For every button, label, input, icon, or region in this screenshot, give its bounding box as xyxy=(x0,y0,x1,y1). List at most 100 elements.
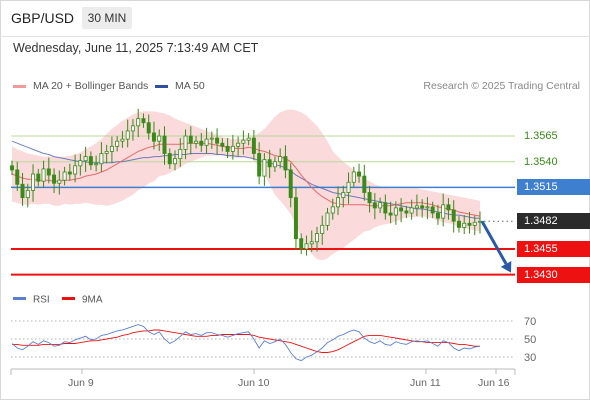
candle-body xyxy=(362,175,367,193)
candle-body xyxy=(41,168,46,182)
candle xyxy=(257,142,262,185)
candle-body xyxy=(357,171,362,177)
candle xyxy=(178,138,183,167)
projection-layer xyxy=(480,220,515,273)
rsi-legend-rsi: RSI xyxy=(13,295,50,306)
candle-body xyxy=(288,169,293,199)
candle-body xyxy=(425,206,430,209)
candle-body xyxy=(330,206,335,214)
candle-body xyxy=(52,174,57,184)
candle xyxy=(183,129,188,160)
candle-body xyxy=(372,202,377,209)
candle xyxy=(57,170,62,195)
rsi-tick-50: 50 xyxy=(524,334,536,346)
candle-body xyxy=(325,212,330,226)
candle-body xyxy=(141,118,146,124)
candle xyxy=(15,161,20,191)
candle-body xyxy=(393,207,398,216)
x-label-jun11: Jun 11 xyxy=(410,377,441,389)
candle xyxy=(146,114,151,140)
candle xyxy=(441,193,446,227)
candle-body xyxy=(341,192,346,199)
candle-body xyxy=(67,171,72,175)
candle-body xyxy=(31,173,36,191)
candle-body xyxy=(293,197,298,240)
candle xyxy=(430,201,435,219)
candle xyxy=(67,163,72,181)
candle xyxy=(136,108,141,138)
candle xyxy=(472,215,477,236)
candle-body xyxy=(272,161,277,168)
candle xyxy=(109,136,114,163)
candle xyxy=(283,145,288,179)
candle xyxy=(157,129,162,151)
candle-body xyxy=(73,165,78,175)
candle-body xyxy=(262,159,267,177)
candle-body xyxy=(120,138,125,142)
ma50-label: MA 50 xyxy=(175,80,205,92)
rsi-tick-30: 30 xyxy=(524,352,536,364)
candle-body xyxy=(115,140,120,147)
candle-body xyxy=(299,238,304,250)
candle xyxy=(246,132,251,146)
candle-body xyxy=(378,202,383,209)
candle xyxy=(420,199,425,218)
rsi-tick-70: 70 xyxy=(524,316,536,328)
level-label-1-3565: 1.3565 xyxy=(517,128,558,145)
candle xyxy=(341,185,346,208)
candle-body xyxy=(178,148,183,160)
candle xyxy=(125,119,130,148)
candle xyxy=(399,198,404,223)
candle xyxy=(425,197,430,220)
candle-body xyxy=(251,137,256,154)
interval-button[interactable]: 30 MIN xyxy=(82,7,132,29)
candle-body xyxy=(194,140,199,144)
candle-body xyxy=(10,165,14,171)
rsi-label: RSI xyxy=(33,295,50,306)
timestamp: Wednesday, June 11, 2025 7:13:49 AM CET xyxy=(13,41,259,55)
candle xyxy=(41,160,46,188)
candle xyxy=(78,154,83,176)
candle xyxy=(330,198,335,220)
candle xyxy=(20,173,25,206)
candle xyxy=(204,127,209,154)
candle xyxy=(162,126,167,165)
candle-body xyxy=(246,137,251,141)
chart-header: GBP/USD 30 MIN xyxy=(0,0,590,37)
candle-body xyxy=(430,206,435,214)
candle-body xyxy=(136,118,141,127)
candle-body xyxy=(146,122,151,134)
legend-ma50: MA 50 xyxy=(155,80,205,92)
ma20-label: MA 20 + Bollinger Bands xyxy=(33,80,149,92)
candle-body xyxy=(404,210,409,214)
candle xyxy=(199,132,204,152)
candle-body xyxy=(388,212,393,216)
candle-body xyxy=(336,197,341,208)
candle-body xyxy=(151,132,156,142)
candle-body xyxy=(346,181,351,193)
candle xyxy=(225,138,230,159)
candle xyxy=(31,164,36,202)
candle-body xyxy=(236,142,241,147)
x-label-jun10: Jun 10 xyxy=(238,377,270,389)
candle xyxy=(10,160,14,176)
candles-layer xyxy=(10,108,482,256)
candle-body xyxy=(209,137,214,140)
candle-body xyxy=(414,205,419,209)
level-label-1-3540: 1.3540 xyxy=(517,153,558,170)
credit-text: Research © 2025 Trading Central xyxy=(423,80,580,92)
candle xyxy=(36,168,41,187)
candle xyxy=(173,150,177,171)
candle-body xyxy=(472,221,477,226)
candle xyxy=(404,205,409,219)
rsi-ma-swatch xyxy=(62,297,75,300)
candle xyxy=(83,146,88,172)
candle-body xyxy=(315,233,319,243)
candle xyxy=(99,142,104,172)
candle xyxy=(304,235,309,256)
candle-body xyxy=(278,156,283,163)
level-label-1-3430: 1.3430 xyxy=(517,266,590,283)
candle-body xyxy=(367,192,372,204)
candle xyxy=(367,185,372,213)
